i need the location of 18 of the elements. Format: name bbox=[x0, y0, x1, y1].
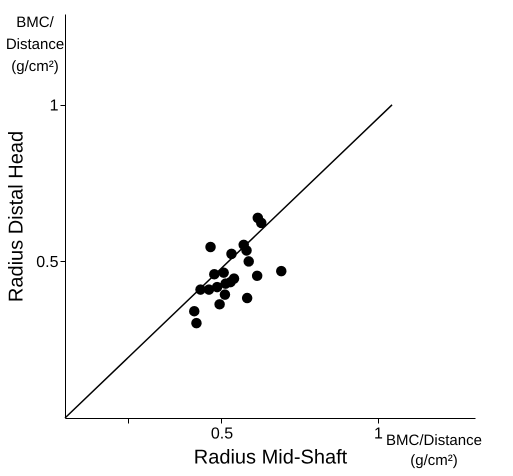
point bbox=[242, 292, 252, 304]
text: BMC/Distance (g/cm²) bbox=[386, 432, 482, 469]
x-axis-title: Radius Mid-Shaft bbox=[194, 446, 348, 468]
point bbox=[228, 273, 240, 284]
y-axis-title: Radius Distal Head bbox=[5, 130, 28, 302]
text: BMC/Distance (g/cm²) bbox=[6, 14, 64, 75]
point bbox=[204, 284, 214, 295]
point bbox=[243, 256, 254, 267]
point bbox=[212, 282, 222, 292]
point bbox=[218, 267, 229, 278]
point bbox=[214, 299, 225, 310]
point bbox=[276, 266, 287, 276]
point bbox=[256, 218, 266, 228]
point bbox=[220, 289, 230, 300]
point bbox=[205, 242, 216, 252]
point bbox=[189, 306, 200, 316]
point bbox=[252, 270, 262, 282]
point bbox=[191, 318, 202, 328]
